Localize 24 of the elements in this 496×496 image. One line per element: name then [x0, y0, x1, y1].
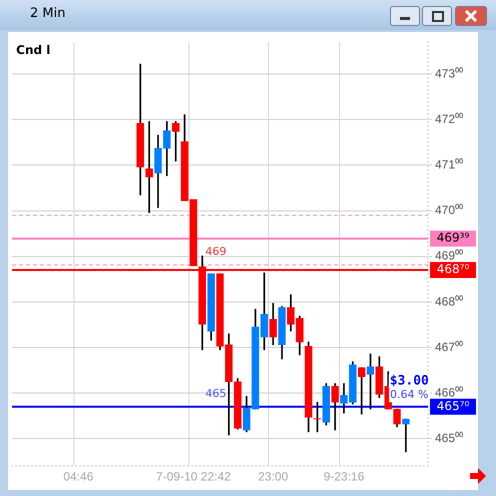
annotation: 469 — [205, 244, 226, 258]
y-tick-label: 465⁰⁰ — [435, 430, 464, 445]
x-tick-label: 7-09-10 22:42 — [156, 470, 232, 484]
ref-line-label: 468⁷⁰ — [436, 262, 470, 276]
candlestick — [366, 354, 374, 410]
y-tick-label: 471⁰⁰ — [435, 158, 464, 172]
y-tick-label: 469⁰⁰ — [435, 248, 464, 263]
y-tick-label: 473⁰⁰ — [435, 66, 464, 80]
candlestick — [190, 199, 198, 266]
x-tick-label: 04:46 — [63, 470, 94, 484]
y-tick-label: 472⁰⁰ — [435, 112, 464, 126]
y-tick-label: 467⁰⁰ — [435, 340, 464, 354]
annotation: Cnd l — [16, 42, 50, 57]
annotation: $3.00 — [390, 374, 430, 389]
y-tick-label: 470⁰⁰ — [435, 203, 464, 218]
ref-line-label: 465⁷⁰ — [436, 398, 470, 413]
ref-line-label: 469³⁹ — [436, 230, 470, 245]
y-tick-label: 466⁰⁰ — [435, 385, 464, 400]
x-tick-label: 9-23:16 — [324, 470, 365, 484]
chart-title: 2 Min — [30, 6, 66, 21]
annotation: 0.64 % — [390, 388, 429, 402]
y-tick-label: 468⁰⁰ — [435, 294, 464, 308]
x-tick-label: 23:00 — [258, 470, 288, 484]
annotation: 465 — [205, 386, 226, 400]
